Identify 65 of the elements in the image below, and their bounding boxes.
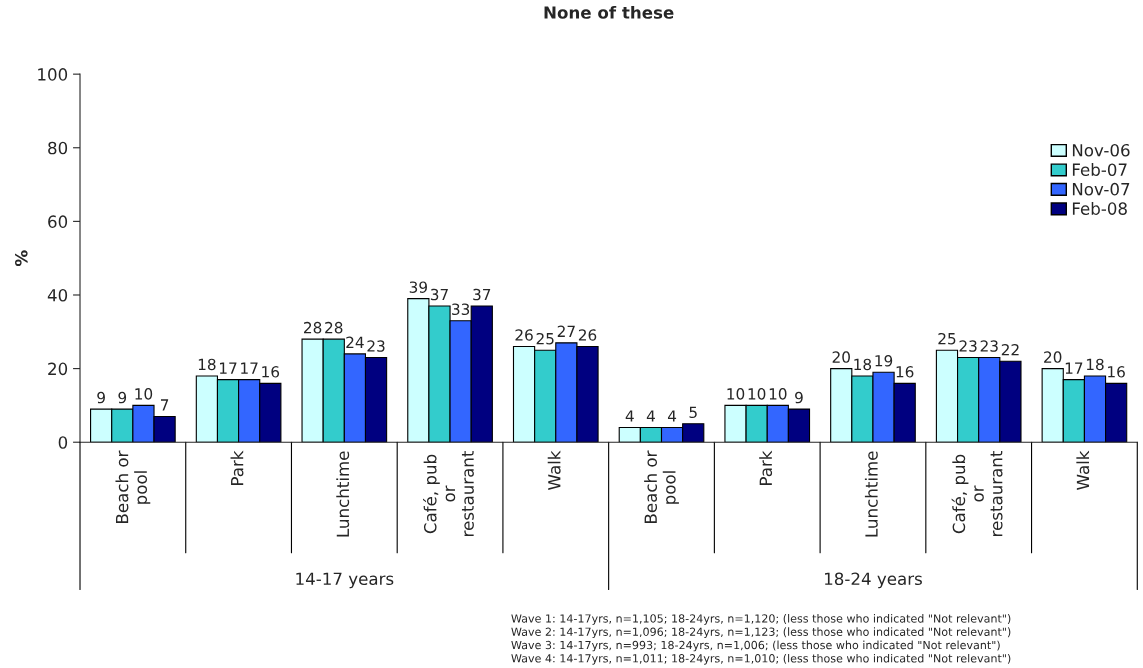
data-label: 22 [1001, 343, 1019, 356]
data-label: 37 [473, 288, 491, 301]
data-label: 39 [409, 281, 427, 293]
y-tick-label: 20 [48, 362, 68, 376]
data-label: 26 [578, 329, 597, 341]
legend-label: Nov-06 [1072, 143, 1130, 157]
data-label: 20 [832, 351, 850, 363]
data-label: 10 [727, 388, 745, 400]
data-label: 25 [536, 332, 554, 345]
data-label: 4 [646, 410, 655, 422]
data-label: 10 [135, 388, 153, 400]
chart-title: None of these [544, 5, 674, 19]
data-label: 4 [667, 410, 677, 422]
data-label: 10 [769, 388, 787, 400]
x-tick-label: Café, pub or restaurant [951, 450, 1003, 536]
data-label: 19 [875, 354, 893, 367]
x-tick-label: Café, pub or restaurant [422, 450, 474, 536]
x-tick-label: Walk [547, 450, 561, 490]
data-label: 7 [160, 399, 169, 411]
x-tick-label: Beach or pool [644, 450, 679, 523]
data-label: 16 [896, 366, 914, 378]
data-label: 20 [1044, 351, 1062, 363]
data-label: 17 [219, 362, 237, 374]
data-label: 27 [557, 325, 575, 337]
data-label: 18 [1086, 358, 1104, 371]
data-label: 16 [262, 366, 280, 378]
data-label: 28 [325, 321, 343, 334]
data-label: 25 [938, 332, 956, 345]
data-label: 17 [241, 362, 258, 374]
data-label: 4 [625, 410, 634, 422]
text: Wave 1: 14-17yrs, n=1,105; 18-24yrs, n=1,120; (less those who indicated "Not relevant") Wave 2: 14-17yrs, n=1,096; 18-24yrs, n=1,123; (less those who indicated "Not relevant") Wave 3: 14-17yrs, n=993; 18-24yrs, n=1,006; (less those who indicated "Not relevant") Wave 4: 14-17yrs, n=1,011; 18-24yrs, n=1,010; (less those who indicated "Not relevant") [511, 614, 1011, 665]
data-label: 33 [452, 303, 470, 316]
legend-label: Nov-07 [1072, 182, 1130, 196]
data-label: 16 [1108, 366, 1125, 378]
data-label: 24 [346, 336, 364, 348]
data-label: 23 [980, 340, 998, 352]
data-label: 37 [430, 288, 448, 301]
x-tick-label: Lunchtime [864, 451, 878, 537]
x-tick-label: Park [759, 450, 773, 485]
text: 18-24 years [825, 572, 922, 589]
x-tick-label: Lunchtime [336, 451, 350, 537]
y-tick-label: 100 [38, 68, 68, 81]
data-label: 9 [97, 391, 105, 404]
data-label: 5 [689, 406, 697, 419]
y-tick-label: 60 [48, 215, 68, 228]
legend-label: Feb-07 [1072, 163, 1127, 176]
y-tick-label: 0 [58, 436, 68, 449]
data-label: 9 [118, 391, 127, 404]
data-label: 18 [198, 358, 216, 371]
x-tick-label: Park [230, 450, 244, 485]
y-axis-title: % [15, 250, 28, 266]
data-label: 23 [959, 340, 977, 352]
data-label: 9 [795, 391, 803, 404]
text: 14-17 years [296, 572, 394, 589]
y-tick-label: 80 [48, 141, 68, 155]
data-label: 28 [304, 321, 322, 334]
x-tick-label: Beach or pool [115, 450, 151, 523]
x-tick-label: Walk [1076, 450, 1090, 490]
y-tick-label: 40 [47, 288, 68, 302]
data-label: 18 [854, 358, 872, 371]
data-label: 17 [1065, 362, 1083, 374]
data-label: 26 [515, 329, 533, 341]
data-label: 10 [748, 388, 766, 400]
legend-label: Feb-08 [1072, 202, 1127, 215]
data-label: 23 [367, 340, 385, 352]
